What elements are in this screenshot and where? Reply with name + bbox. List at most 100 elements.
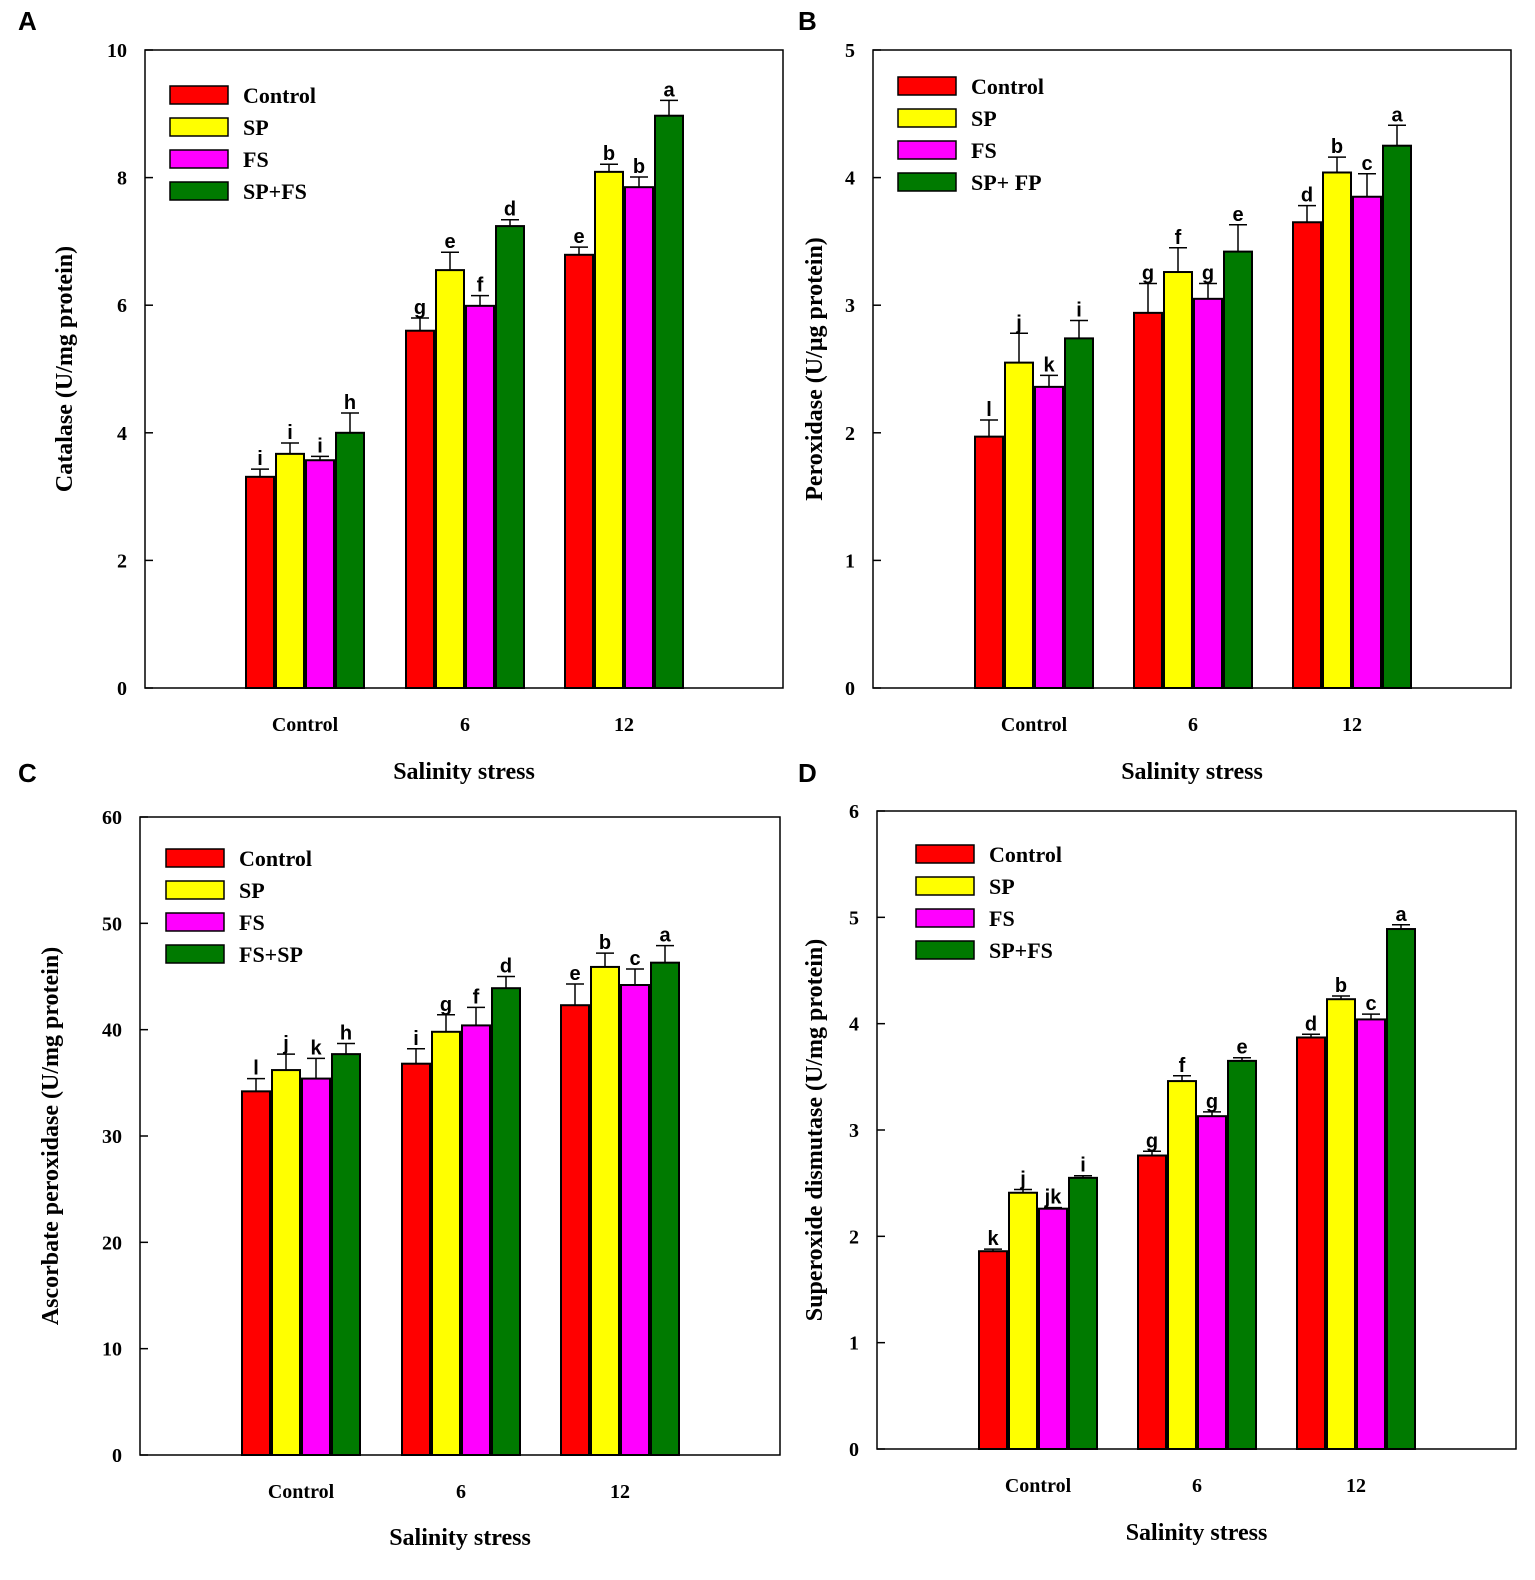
bar-sp-fs — [654, 114, 684, 690]
bar-sp — [594, 170, 624, 690]
y-tick-label: 2 — [849, 1226, 859, 1248]
legend-swatch — [165, 912, 225, 932]
legend-label: FS — [971, 138, 997, 163]
significance-letter: i — [257, 448, 263, 470]
legend-label: FS — [243, 147, 269, 172]
bar-fs — [1352, 195, 1382, 690]
bar-fs — [1356, 1018, 1386, 1450]
y-tick-label: 20 — [102, 1232, 122, 1254]
y-tick-label: 0 — [112, 1445, 122, 1467]
y-tick-label: 5 — [849, 907, 859, 929]
bar-control — [245, 475, 275, 689]
legend-label: Control — [239, 846, 312, 871]
panel-A: A 0 2 4 6 8 10 Catalase (U/mg protein) Salinity … — [18, 6, 784, 785]
bar-control — [974, 435, 1004, 689]
y-tick-label: 5 — [845, 40, 855, 62]
y-tick-label: 0 — [845, 678, 855, 700]
bar-fs-sp — [331, 1053, 361, 1456]
y-tick-label: 4 — [845, 168, 855, 190]
legend-label: SP+FS — [989, 938, 1053, 963]
x-tick-label: Control — [1001, 714, 1068, 736]
significance-letter: k — [310, 1037, 322, 1059]
bar-sp-fs — [335, 431, 365, 689]
significance-letter: i — [1076, 300, 1082, 322]
significance-letter: c — [629, 948, 640, 970]
legend-label: SP+ FP — [971, 170, 1042, 195]
bar-fs — [1034, 385, 1064, 689]
significance-letter: f — [1179, 1055, 1186, 1077]
x-axis-title: Salinity stress — [1126, 1520, 1268, 1546]
y-tick-label: 3 — [849, 1120, 859, 1142]
significance-letter: jk — [1044, 1187, 1063, 1209]
significance-letter: d — [1305, 1013, 1317, 1035]
y-tick-label: 6 — [849, 801, 859, 823]
bar-control — [978, 1250, 1008, 1450]
bar-sp — [435, 269, 465, 689]
bar-control — [564, 253, 594, 689]
y-axis-title: Superoxide dismutase (U/mg protein) — [802, 939, 828, 1321]
significance-letter: e — [569, 963, 580, 985]
legend-swatch — [897, 140, 957, 160]
y-tick-label: 4 — [849, 1014, 859, 1036]
significance-letter: b — [1331, 136, 1343, 158]
bar-fs-sp — [491, 987, 521, 1456]
y-tick-label: 0 — [849, 1439, 859, 1461]
bar-control — [401, 1062, 431, 1457]
x-tick-label: 12 — [610, 1481, 630, 1503]
x-axis-title: Salinity stress — [389, 1525, 531, 1551]
significance-letter: d — [1301, 185, 1313, 207]
bar-sp — [271, 1069, 301, 1457]
significance-letter: g — [1202, 263, 1214, 285]
significance-letter: e — [444, 231, 455, 253]
x-tick-label: 6 — [1192, 1475, 1202, 1497]
panel-label: B — [798, 6, 817, 36]
y-axis-title: Peroxidase (U/µg protein) — [802, 237, 828, 501]
y-tick-label: 60 — [102, 807, 122, 829]
significance-letter: l — [986, 399, 992, 421]
significance-letter: g — [440, 994, 452, 1016]
bar-fs — [465, 304, 495, 689]
legend-swatch — [169, 181, 229, 201]
bar-fs — [624, 186, 654, 689]
y-tick-label: 50 — [102, 913, 122, 935]
legend-label: SP — [971, 106, 997, 131]
bar-sp — [590, 965, 620, 1456]
significance-letter: a — [1391, 104, 1403, 126]
bar-sp-fs — [1068, 1176, 1098, 1450]
legend-label: SP+FS — [243, 179, 307, 204]
bar-fs-sp — [650, 961, 680, 1457]
significance-letter: f — [477, 275, 484, 297]
y-axis-title: Ascorbate peroxidase (U/mg protein) — [38, 947, 64, 1325]
x-tick-label: 6 — [460, 714, 470, 736]
significance-letter: b — [1335, 975, 1347, 997]
bar-sp-fp — [1382, 144, 1412, 689]
y-tick-label: 30 — [102, 1126, 122, 1148]
significance-letter: c — [1361, 153, 1372, 175]
significance-letter: b — [633, 156, 645, 178]
bar-control — [405, 329, 435, 689]
legend-swatch — [915, 940, 975, 960]
bar-fs — [305, 459, 335, 690]
y-tick-label: 8 — [117, 168, 127, 190]
bar-fs — [620, 984, 650, 1456]
significance-letter: i — [1080, 1155, 1086, 1177]
legend-swatch — [169, 149, 229, 169]
significance-letter: i — [287, 422, 293, 444]
bar-sp — [1326, 998, 1356, 1451]
x-tick-label: Control — [268, 1481, 335, 1503]
bar-sp — [1163, 271, 1193, 689]
panel-C: C 0 10 20 30 40 50 60 Ascorbate peroxidase (U/mg… — [18, 758, 781, 1551]
bar-fs — [301, 1077, 331, 1456]
legend-swatch — [169, 85, 229, 105]
legend-label: Control — [989, 842, 1062, 867]
significance-letter: j — [282, 1033, 289, 1055]
significance-letter: a — [659, 925, 671, 947]
significance-letter: k — [1043, 354, 1055, 376]
legend-label: SP — [239, 878, 265, 903]
x-tick-label: 12 — [1342, 714, 1362, 736]
significance-letter: g — [1142, 263, 1154, 285]
bar-control — [560, 1004, 590, 1457]
significance-letter: h — [344, 392, 356, 414]
